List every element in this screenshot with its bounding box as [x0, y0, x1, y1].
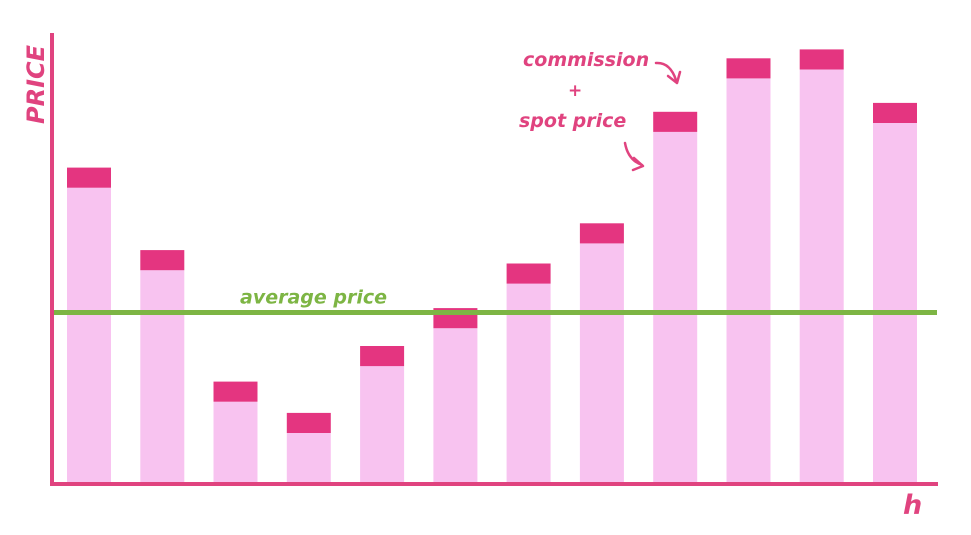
commission-bar	[653, 111, 698, 132]
commission-bar	[213, 381, 258, 402]
spot-price-bar	[360, 366, 405, 482]
bars-group	[67, 49, 917, 483]
spot-price-bar	[726, 78, 771, 483]
commission-bar	[579, 223, 624, 244]
spot-price-bar	[653, 131, 698, 482]
commission-bar	[506, 263, 551, 284]
spot-price-bar	[213, 401, 258, 482]
annotation-plus: +	[568, 81, 582, 101]
commission-bar	[799, 49, 844, 70]
spot-price-bar	[433, 328, 478, 482]
annotation-commission: commission	[523, 49, 649, 71]
commission-bar	[286, 412, 331, 433]
commission-bar	[360, 346, 405, 367]
spot-price-bar	[799, 69, 844, 483]
spot-price-bar	[873, 123, 917, 482]
annotation-spot-price: spot price	[519, 110, 626, 132]
commission-bar	[140, 250, 185, 271]
spot-price-bar	[579, 243, 624, 482]
x-axis-label: h	[903, 490, 922, 521]
spot-price-bar	[140, 270, 185, 482]
arrow-to-commission-icon	[654, 61, 678, 82]
commission-bar	[67, 167, 111, 188]
spot-price-bar	[506, 283, 551, 482]
spot-price-bar	[286, 432, 331, 482]
arrow-to-spot-price-head-icon	[631, 156, 645, 172]
average-price-label: average price	[240, 287, 387, 309]
commission-bar	[726, 58, 771, 79]
commission-bar	[873, 102, 917, 123]
y-axis-label: PRICE	[22, 44, 50, 124]
spot-price-bar	[67, 187, 111, 482]
arrow-to-commission-head-icon	[666, 70, 682, 85]
